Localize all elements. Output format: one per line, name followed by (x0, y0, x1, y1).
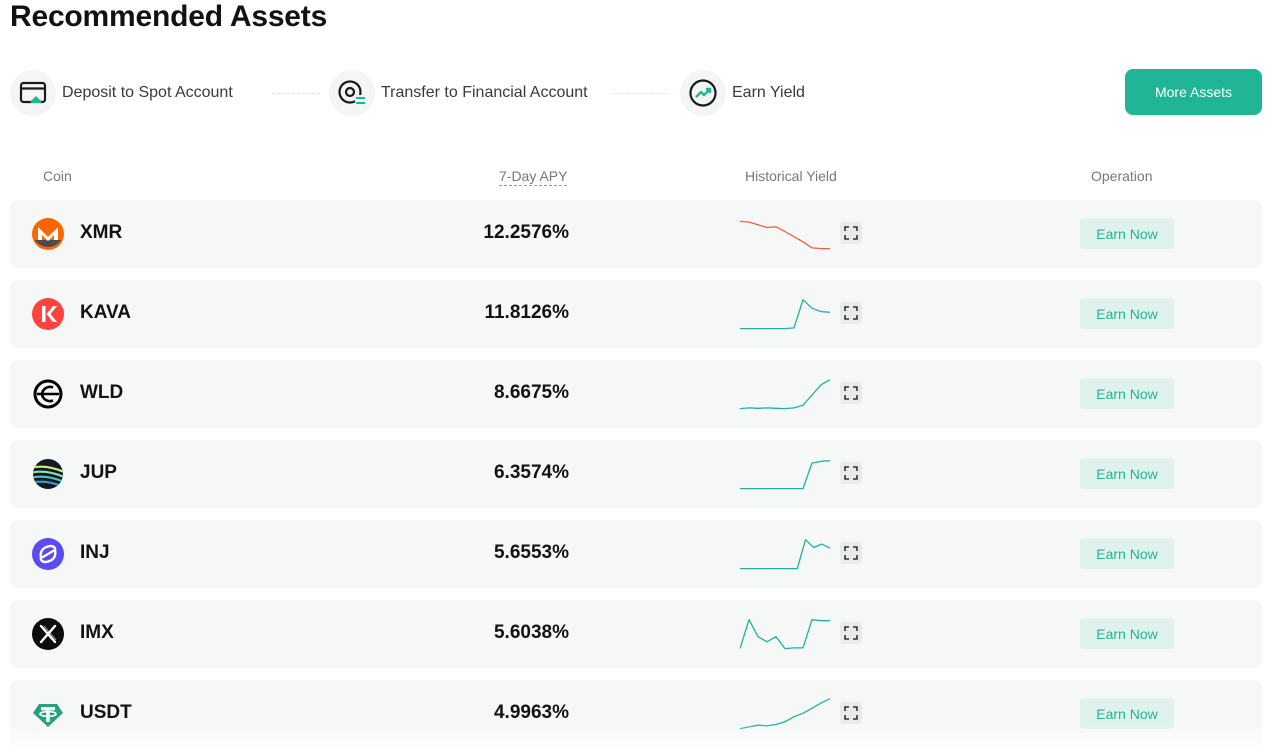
sparkline-path (740, 220, 830, 250)
header-7day-apy[interactable]: 7-Day APY (499, 168, 568, 186)
earn-now-button[interactable]: Earn Now (1080, 298, 1174, 329)
expand-chart-button[interactable] (840, 542, 862, 564)
step-deposit-label: Deposit to Spot Account (62, 84, 233, 101)
table-header: Coin 7-Day APY Historical Yield Operatio… (0, 160, 1280, 192)
jupiter-icon (32, 458, 64, 490)
coin-name: JUP (80, 462, 117, 483)
historical-yield-sparkline (740, 619, 830, 650)
apy-value: 5.6038% (493, 622, 569, 643)
yield-trend-icon (680, 70, 726, 116)
expand-chart-button[interactable] (840, 302, 862, 324)
expand-chart-button[interactable] (840, 702, 862, 724)
historical-yield-sparkline (740, 220, 830, 250)
earn-now-button[interactable]: Earn Now (1080, 618, 1174, 649)
table-row: WLD 8.6675% Earn Now (10, 360, 1262, 428)
expand-icon (844, 306, 858, 320)
sparkline-path (740, 698, 831, 730)
expand-chart-button[interactable] (840, 462, 862, 484)
coin-name: KAVA (80, 302, 132, 323)
earn-now-button[interactable]: Earn Now (1080, 458, 1174, 489)
monero-icon (32, 218, 64, 250)
historical-yield-sparkline (740, 539, 831, 570)
historical-yield-sparkline (740, 460, 831, 490)
header-historical-yield: Historical Yield (745, 168, 837, 184)
header-coin: Coin (43, 168, 72, 184)
apy-value: 8.6675% (493, 382, 569, 403)
earn-now-button[interactable]: Earn Now (1080, 538, 1174, 569)
step-earn-yield-label: Earn Yield (732, 84, 805, 101)
step-connector (272, 93, 320, 94)
step-transfer-label: Transfer to Financial Account (381, 84, 588, 101)
sparkline-path (740, 460, 831, 490)
step-deposit: Deposit to Spot Account (10, 70, 233, 116)
injective-icon (32, 538, 64, 570)
table-row: KAVA 11.8126% Earn Now (10, 280, 1262, 348)
coin-name: INJ (80, 542, 110, 563)
coin-name: XMR (80, 222, 123, 243)
expand-icon (844, 386, 858, 400)
expand-icon (844, 546, 858, 560)
expand-icon (844, 706, 858, 720)
earn-now-button[interactable]: Earn Now (1080, 378, 1174, 409)
apy-value: 5.6553% (493, 542, 569, 563)
sparkline-path (740, 299, 831, 330)
card-deposit-icon (10, 70, 56, 116)
more-assets-button[interactable]: More Assets (1125, 69, 1262, 115)
earn-now-button[interactable]: Earn Now (1080, 698, 1174, 729)
historical-yield-sparkline (740, 299, 831, 330)
table-row: JUP 6.3574% Earn Now (10, 440, 1262, 508)
coin-name: USDT (80, 702, 132, 723)
table-row: USDT 4.9963% Earn Now (10, 680, 1262, 748)
worldcoin-icon (32, 378, 64, 410)
expand-chart-button[interactable] (840, 382, 862, 404)
step-earn-yield: Earn Yield (680, 70, 805, 116)
historical-yield-sparkline (740, 698, 831, 730)
table-row: INJ 5.6553% Earn Now (10, 520, 1262, 588)
header-operation: Operation (1091, 168, 1153, 184)
coin-name: WLD (80, 382, 124, 403)
tether-icon (32, 698, 64, 730)
apy-value: 4.9963% (493, 702, 569, 723)
transfer-icon (329, 70, 375, 116)
step-transfer: Transfer to Financial Account (329, 70, 588, 116)
earn-steps: Deposit to Spot Account Transfer to Fina… (0, 66, 1280, 120)
sparkline-path (740, 619, 830, 650)
expand-chart-button[interactable] (840, 222, 862, 244)
apy-value: 11.8126% (484, 302, 569, 323)
step-connector (612, 93, 668, 94)
sparkline-path (740, 379, 831, 410)
table-row: IMX 5.6038% Earn Now (10, 600, 1262, 668)
coin-name: IMX (80, 622, 114, 643)
sparkline-path (740, 539, 831, 570)
page-title: Recommended Assets (10, 0, 328, 33)
table-row: XMR 12.2576% Earn Now (10, 200, 1262, 268)
expand-chart-button[interactable] (840, 622, 862, 644)
apy-value: 6.3574% (493, 462, 569, 483)
kava-icon (32, 298, 64, 330)
expand-icon (844, 466, 858, 480)
apy-value: 12.2576% (483, 222, 569, 243)
historical-yield-sparkline (740, 379, 831, 410)
expand-icon (844, 626, 858, 640)
earn-now-button[interactable]: Earn Now (1080, 218, 1174, 249)
immutable-x-icon (32, 618, 64, 650)
expand-icon (844, 226, 858, 240)
